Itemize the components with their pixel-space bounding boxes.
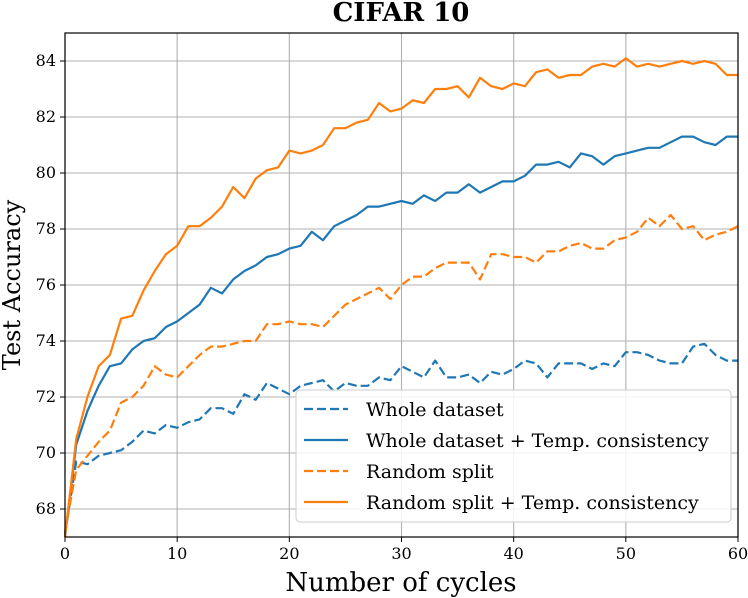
y-axis-ticks: 68 70 72 74 76 78 80 82 84 (36, 51, 65, 518)
chart-title: CIFAR 10 (333, 0, 470, 28)
x-tick-label: 30 (391, 544, 411, 563)
x-tick-label: 10 (167, 544, 187, 563)
x-tick-label: 60 (728, 544, 748, 563)
series-line-1 (63, 342, 738, 535)
x-tick-label: 40 (503, 544, 523, 563)
y-tick-label: 74 (36, 331, 56, 350)
legend-label: Whole dataset + Temp. consistency (366, 430, 709, 452)
x-axis-label: Number of cycles (285, 568, 516, 598)
y-tick-label: 70 (36, 443, 56, 462)
x-tick-label: 50 (616, 544, 636, 563)
y-tick-label: 82 (36, 107, 56, 126)
legend-box (295, 389, 732, 523)
x-axis-ticks: 0 10 20 30 40 50 60 (60, 537, 748, 563)
x-tick-label: 20 (279, 544, 299, 563)
x-tick-label: 0 (60, 544, 70, 563)
legend-label: Random split + Temp. consistency (366, 492, 699, 514)
series-line-4 (63, 57, 738, 538)
y-tick-label: 80 (36, 163, 56, 182)
series-lines (63, 57, 739, 538)
y-tick-label: 68 (36, 499, 56, 518)
legend-label: Whole dataset (366, 399, 504, 421)
y-axis-label: Test Accuracy (0, 199, 26, 370)
y-tick-label: 84 (36, 51, 56, 70)
legend-label: Random split (366, 461, 494, 483)
series-line-3 (63, 213, 739, 532)
series-line-2 (63, 135, 738, 538)
y-tick-label: 78 (36, 219, 56, 238)
y-tick-label: 76 (36, 275, 56, 294)
legend: Whole dataset Whole dataset + Temp. consi… (295, 389, 732, 523)
plot-frame (64, 32, 739, 538)
y-tick-label: 72 (36, 387, 56, 406)
